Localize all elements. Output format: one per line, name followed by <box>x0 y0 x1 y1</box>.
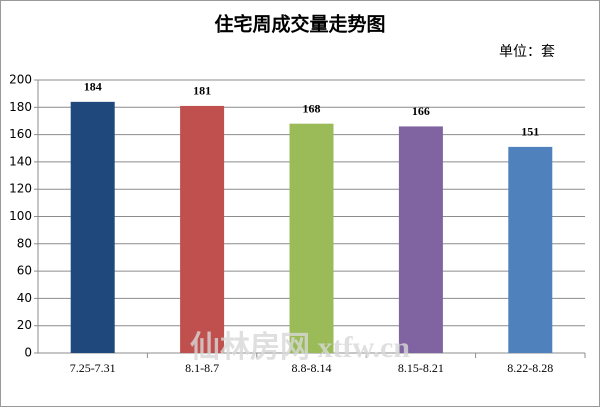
data-label: 151 <box>521 125 539 139</box>
y-tick-label: 60 <box>17 264 32 278</box>
chart-title: 住宅周成交量走势图 <box>214 12 385 35</box>
y-tick-label: 180 <box>9 100 32 114</box>
bar <box>398 126 443 353</box>
y-tick-label: 80 <box>17 236 32 250</box>
data-label: 168 <box>303 101 321 115</box>
x-tick-label: 7.25-7.31 <box>70 361 116 375</box>
bar <box>289 123 334 354</box>
y-tick-label: 140 <box>9 154 32 168</box>
y-tick-label: 200 <box>9 73 32 87</box>
y-tick-label: 0 <box>24 346 32 360</box>
watermark: 仙林房网 xtfw.cn <box>190 331 410 364</box>
x-tick-label: 8.15-8.21 <box>398 361 444 375</box>
y-tick-label: 120 <box>9 182 32 196</box>
y-tick-label: 100 <box>9 209 32 223</box>
data-label: 184 <box>84 80 102 94</box>
bar <box>180 105 225 353</box>
x-tick-label: 8.8-8.14 <box>292 361 332 375</box>
data-label: 181 <box>193 84 211 98</box>
bar <box>508 146 553 353</box>
x-tick-label: 8.1-8.7 <box>185 361 219 375</box>
y-tick-label: 20 <box>17 318 32 332</box>
data-label: 166 <box>412 104 430 118</box>
y-tick-label: 40 <box>17 291 32 305</box>
x-tick-label: 8.22-8.28 <box>507 361 553 375</box>
y-tick-label: 160 <box>9 127 32 141</box>
bar <box>70 101 115 353</box>
unit-label: 单位：套 <box>499 44 555 60</box>
